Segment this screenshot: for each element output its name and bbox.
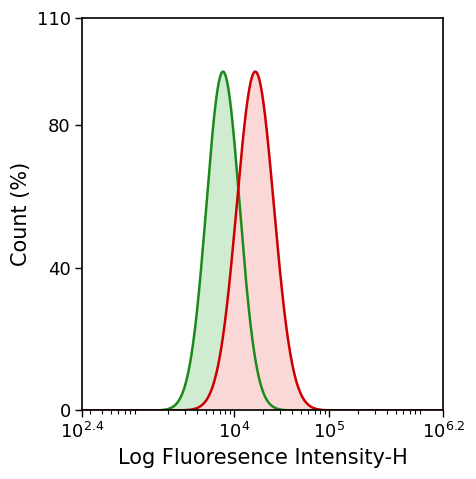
Y-axis label: Count (%): Count (%) — [11, 162, 31, 266]
X-axis label: Log Fluoresence Intensity-H: Log Fluoresence Intensity-H — [118, 448, 408, 468]
